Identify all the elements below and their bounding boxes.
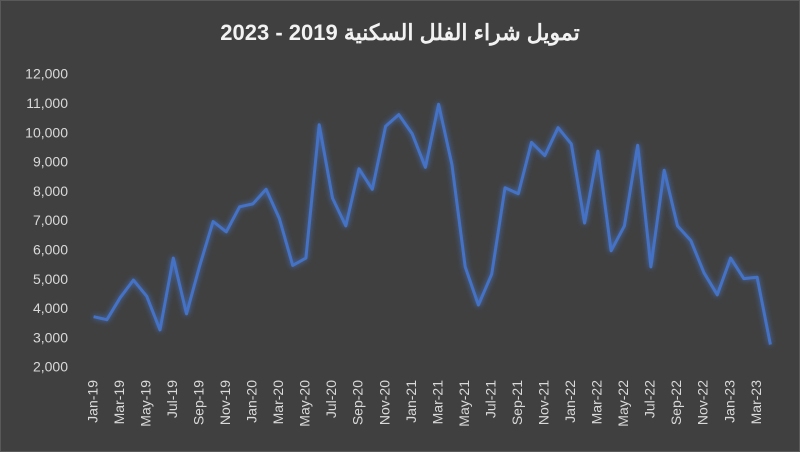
x-tick-label: Sep-21 — [509, 380, 525, 425]
y-tick-label: 2,000 — [33, 359, 68, 375]
x-tick-label: Mar-19 — [111, 380, 127, 425]
x-tick-label: Mar-21 — [429, 380, 445, 425]
x-tick-label: May-19 — [137, 380, 153, 427]
x-tick-label: Sep-20 — [350, 380, 366, 425]
x-tick-label: Jan-22 — [562, 380, 578, 423]
x-tick-label: May-22 — [615, 380, 631, 427]
y-tick-label: 12,000 — [25, 66, 68, 82]
x-tick-label: Nov-19 — [217, 380, 233, 425]
y-tick-label: 6,000 — [33, 242, 68, 258]
y-tick-label: 10,000 — [25, 124, 68, 140]
x-tick-label: Jul-22 — [642, 380, 658, 418]
y-tick-label: 8,000 — [33, 183, 68, 199]
x-tick-label: May-20 — [297, 380, 313, 427]
x-tick-label: Sep-22 — [668, 380, 684, 425]
y-tick-label: 4,000 — [33, 300, 68, 316]
x-tick-label: Mar-23 — [748, 380, 764, 425]
x-tick-label: Jul-20 — [323, 380, 339, 418]
x-tick-label: Jan-21 — [403, 380, 419, 423]
x-tick-label: Nov-22 — [695, 380, 711, 425]
x-tick-label: Jan-19 — [84, 380, 100, 423]
chart-title: تمويل شراء الفلل السكنية 2019 - 2023 — [220, 20, 580, 46]
x-tick-label: Jan-23 — [721, 380, 737, 423]
x-tick-label: Jul-21 — [482, 380, 498, 418]
x-tick-label: Sep-19 — [190, 380, 206, 425]
x-tick-label: Jan-20 — [244, 380, 260, 423]
y-tick-label: 11,000 — [26, 95, 68, 111]
data-line — [93, 102, 772, 345]
x-tick-label: Mar-20 — [270, 380, 286, 425]
x-tick-label: Mar-22 — [589, 380, 605, 425]
y-tick-label: 9,000 — [33, 154, 68, 170]
x-tick-label: Nov-21 — [535, 380, 551, 425]
y-tick-label: 7,000 — [33, 212, 68, 228]
y-tick-label: 5,000 — [33, 271, 68, 287]
x-tick-label: Jul-19 — [164, 380, 180, 418]
x-tick-label: May-21 — [456, 380, 472, 427]
x-tick-label: Nov-20 — [376, 380, 392, 425]
y-tick-label: 3,000 — [33, 329, 68, 345]
